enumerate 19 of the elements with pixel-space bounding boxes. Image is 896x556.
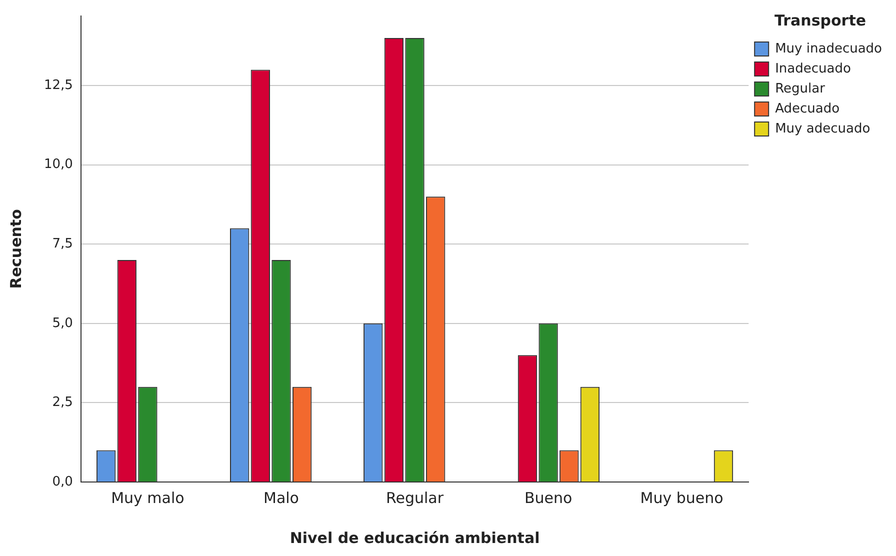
legend-label: Regular [775, 81, 826, 96]
legend-label: Muy adecuado [775, 121, 870, 136]
y-tick-label: 0,0 [52, 474, 73, 490]
y-tick-label: 7,5 [52, 236, 73, 252]
legend-label: Adecuado [775, 101, 840, 116]
y-tick-label: 5,0 [52, 316, 73, 331]
y-tick-label: 12,5 [44, 78, 73, 93]
x-tick-label: Muy bueno [640, 488, 724, 507]
y-tick-label: 2,5 [52, 395, 73, 410]
y-axis-title: Recuento [6, 209, 25, 289]
legend-title: Transporte [774, 11, 866, 30]
x-tick-label: Muy malo [111, 488, 184, 507]
x-tick-label: Malo [263, 488, 299, 507]
legend-label: Muy inadecuado [775, 41, 882, 56]
x-tick-label: Bueno [524, 488, 572, 507]
x-axis-title: Nivel de educación ambiental [290, 528, 540, 547]
x-tick-label: Regular [386, 488, 444, 507]
y-tick-label: 10,0 [44, 157, 73, 172]
legend-label: Inadecuado [775, 61, 851, 76]
